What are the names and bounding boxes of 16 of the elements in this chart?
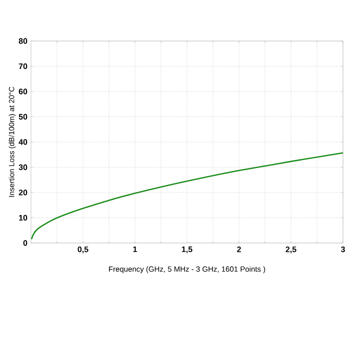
x-tick-label: 3 bbox=[340, 246, 345, 252]
y-tick-label: 80 bbox=[18, 38, 28, 44]
y-tick-label: 50 bbox=[18, 114, 28, 120]
x-tick-label: 1 bbox=[133, 246, 137, 252]
line-series bbox=[31, 152, 344, 240]
x-tick-label: 2 bbox=[237, 246, 241, 252]
y-tick-label: 20 bbox=[18, 190, 28, 196]
x-tick-label: 1,5 bbox=[182, 246, 192, 254]
x-tick-label: 2,5 bbox=[286, 246, 296, 254]
y-tick-label: 0 bbox=[23, 240, 28, 246]
y-tick-label: 30 bbox=[18, 164, 28, 170]
y-tick-label: 70 bbox=[18, 63, 28, 70]
y-tick-label: 40 bbox=[18, 139, 28, 145]
y-tick-label: 60 bbox=[18, 88, 28, 94]
y-tick-label: 10 bbox=[19, 214, 28, 221]
x-tick-label: 0,5 bbox=[78, 246, 88, 254]
